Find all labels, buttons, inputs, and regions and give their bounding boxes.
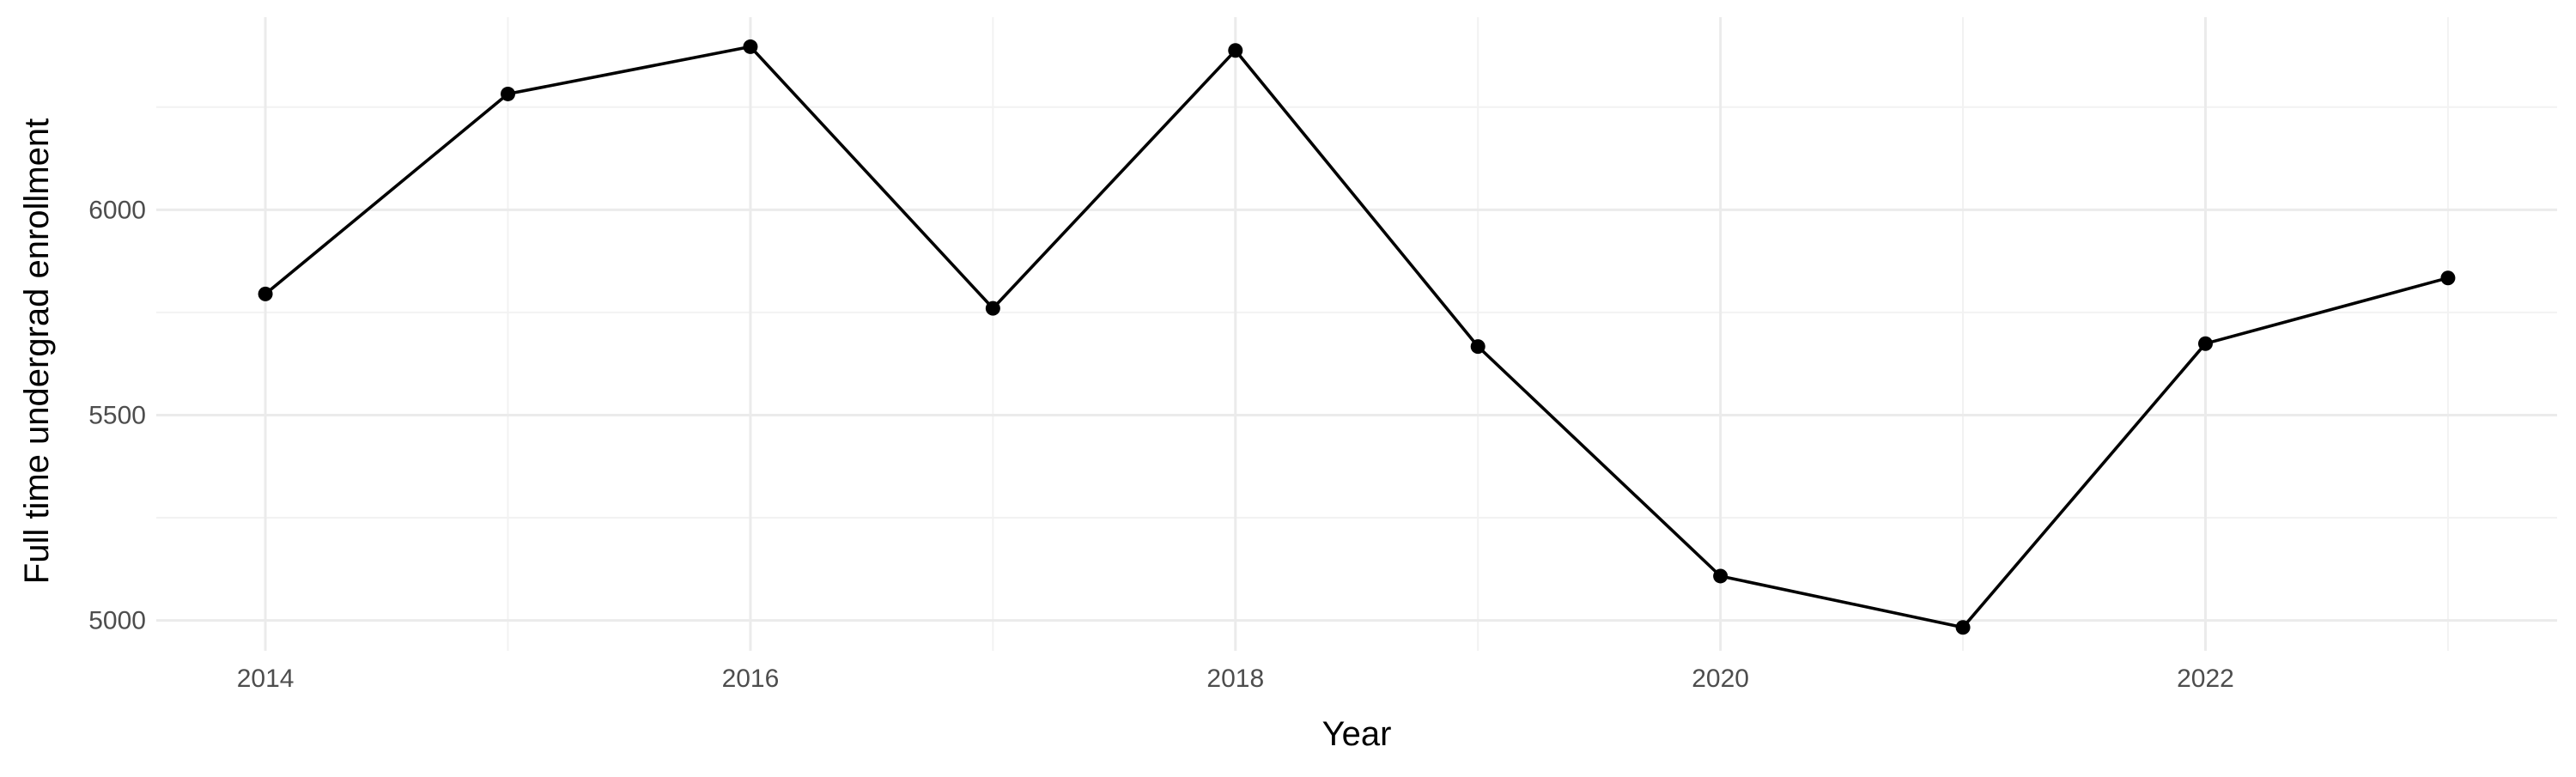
x-axis-title: Year <box>1322 715 1392 753</box>
series-line <box>264 45 2450 629</box>
x-tick-label: 2016 <box>722 665 780 693</box>
x-tick-label: 2020 <box>1692 665 1749 693</box>
data-point <box>985 300 1000 316</box>
x-tick-label: 2018 <box>1206 665 1264 693</box>
y-axis-title: Full time undergrad enrollment <box>18 118 56 584</box>
data-point <box>743 39 758 54</box>
data-point <box>501 86 516 101</box>
data-point <box>258 286 273 301</box>
data-point <box>1470 339 1485 355</box>
axes: 5000 5500 6000 2014 2016 2018 2020 2022 <box>88 196 2234 693</box>
y-tick-label: 6000 <box>88 196 146 224</box>
series-layer <box>258 39 2456 635</box>
x-tick-label: 2022 <box>2177 665 2234 693</box>
y-tick-label: 5000 <box>88 607 146 635</box>
y-tick-label: 5500 <box>88 401 146 429</box>
data-point <box>1713 568 1728 584</box>
grid <box>156 17 2557 651</box>
x-tick-label: 2014 <box>237 665 295 693</box>
data-point <box>2197 336 2213 351</box>
data-point <box>1955 620 1971 635</box>
data-point <box>1228 43 1243 58</box>
data-point <box>2440 270 2456 286</box>
